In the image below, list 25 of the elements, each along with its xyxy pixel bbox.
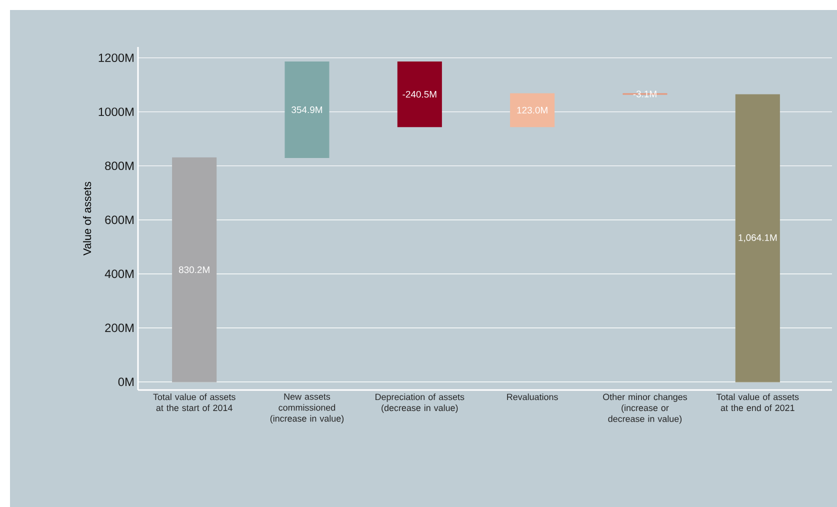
x-tick-label: Revaluations [507, 394, 558, 400]
bar [284, 62, 330, 158]
bar [397, 62, 442, 128]
y-tick-label: 600M [105, 216, 134, 224]
y-tick-label: 400M [104, 270, 134, 278]
y-tick-label: 1000M [98, 108, 134, 116]
bar [510, 93, 555, 128]
data-label: -240.5M [402, 90, 436, 98]
bar [172, 157, 217, 382]
x-tick-label: New assets commissioned (increase in value) [270, 394, 344, 424]
data-label: 1,064.1M [738, 234, 777, 242]
y-tick-label: 1200M [98, 54, 134, 62]
y-tick-label: 800M [105, 162, 134, 170]
data-label: 123.0M [517, 106, 548, 114]
data-label: 830.2M [178, 266, 210, 274]
data-label: 354.9M [292, 106, 322, 114]
bar [735, 94, 780, 382]
y-tick-label: 0M [118, 378, 134, 386]
x-tick-label: Other minor changes (increase or decrease in value) [603, 394, 688, 424]
x-tick-label: Depreciation of assets (decrease in value) [376, 394, 464, 413]
y-tick-label: 200M [105, 324, 134, 332]
data-label: -3.1M [633, 90, 656, 98]
x-tick-label: Total value of assets at the end of 2021 [716, 394, 799, 412]
y-axis-title: Value of assets [83, 182, 92, 256]
x-tick-label: Total value of assets at the start of 2014 [153, 394, 236, 412]
